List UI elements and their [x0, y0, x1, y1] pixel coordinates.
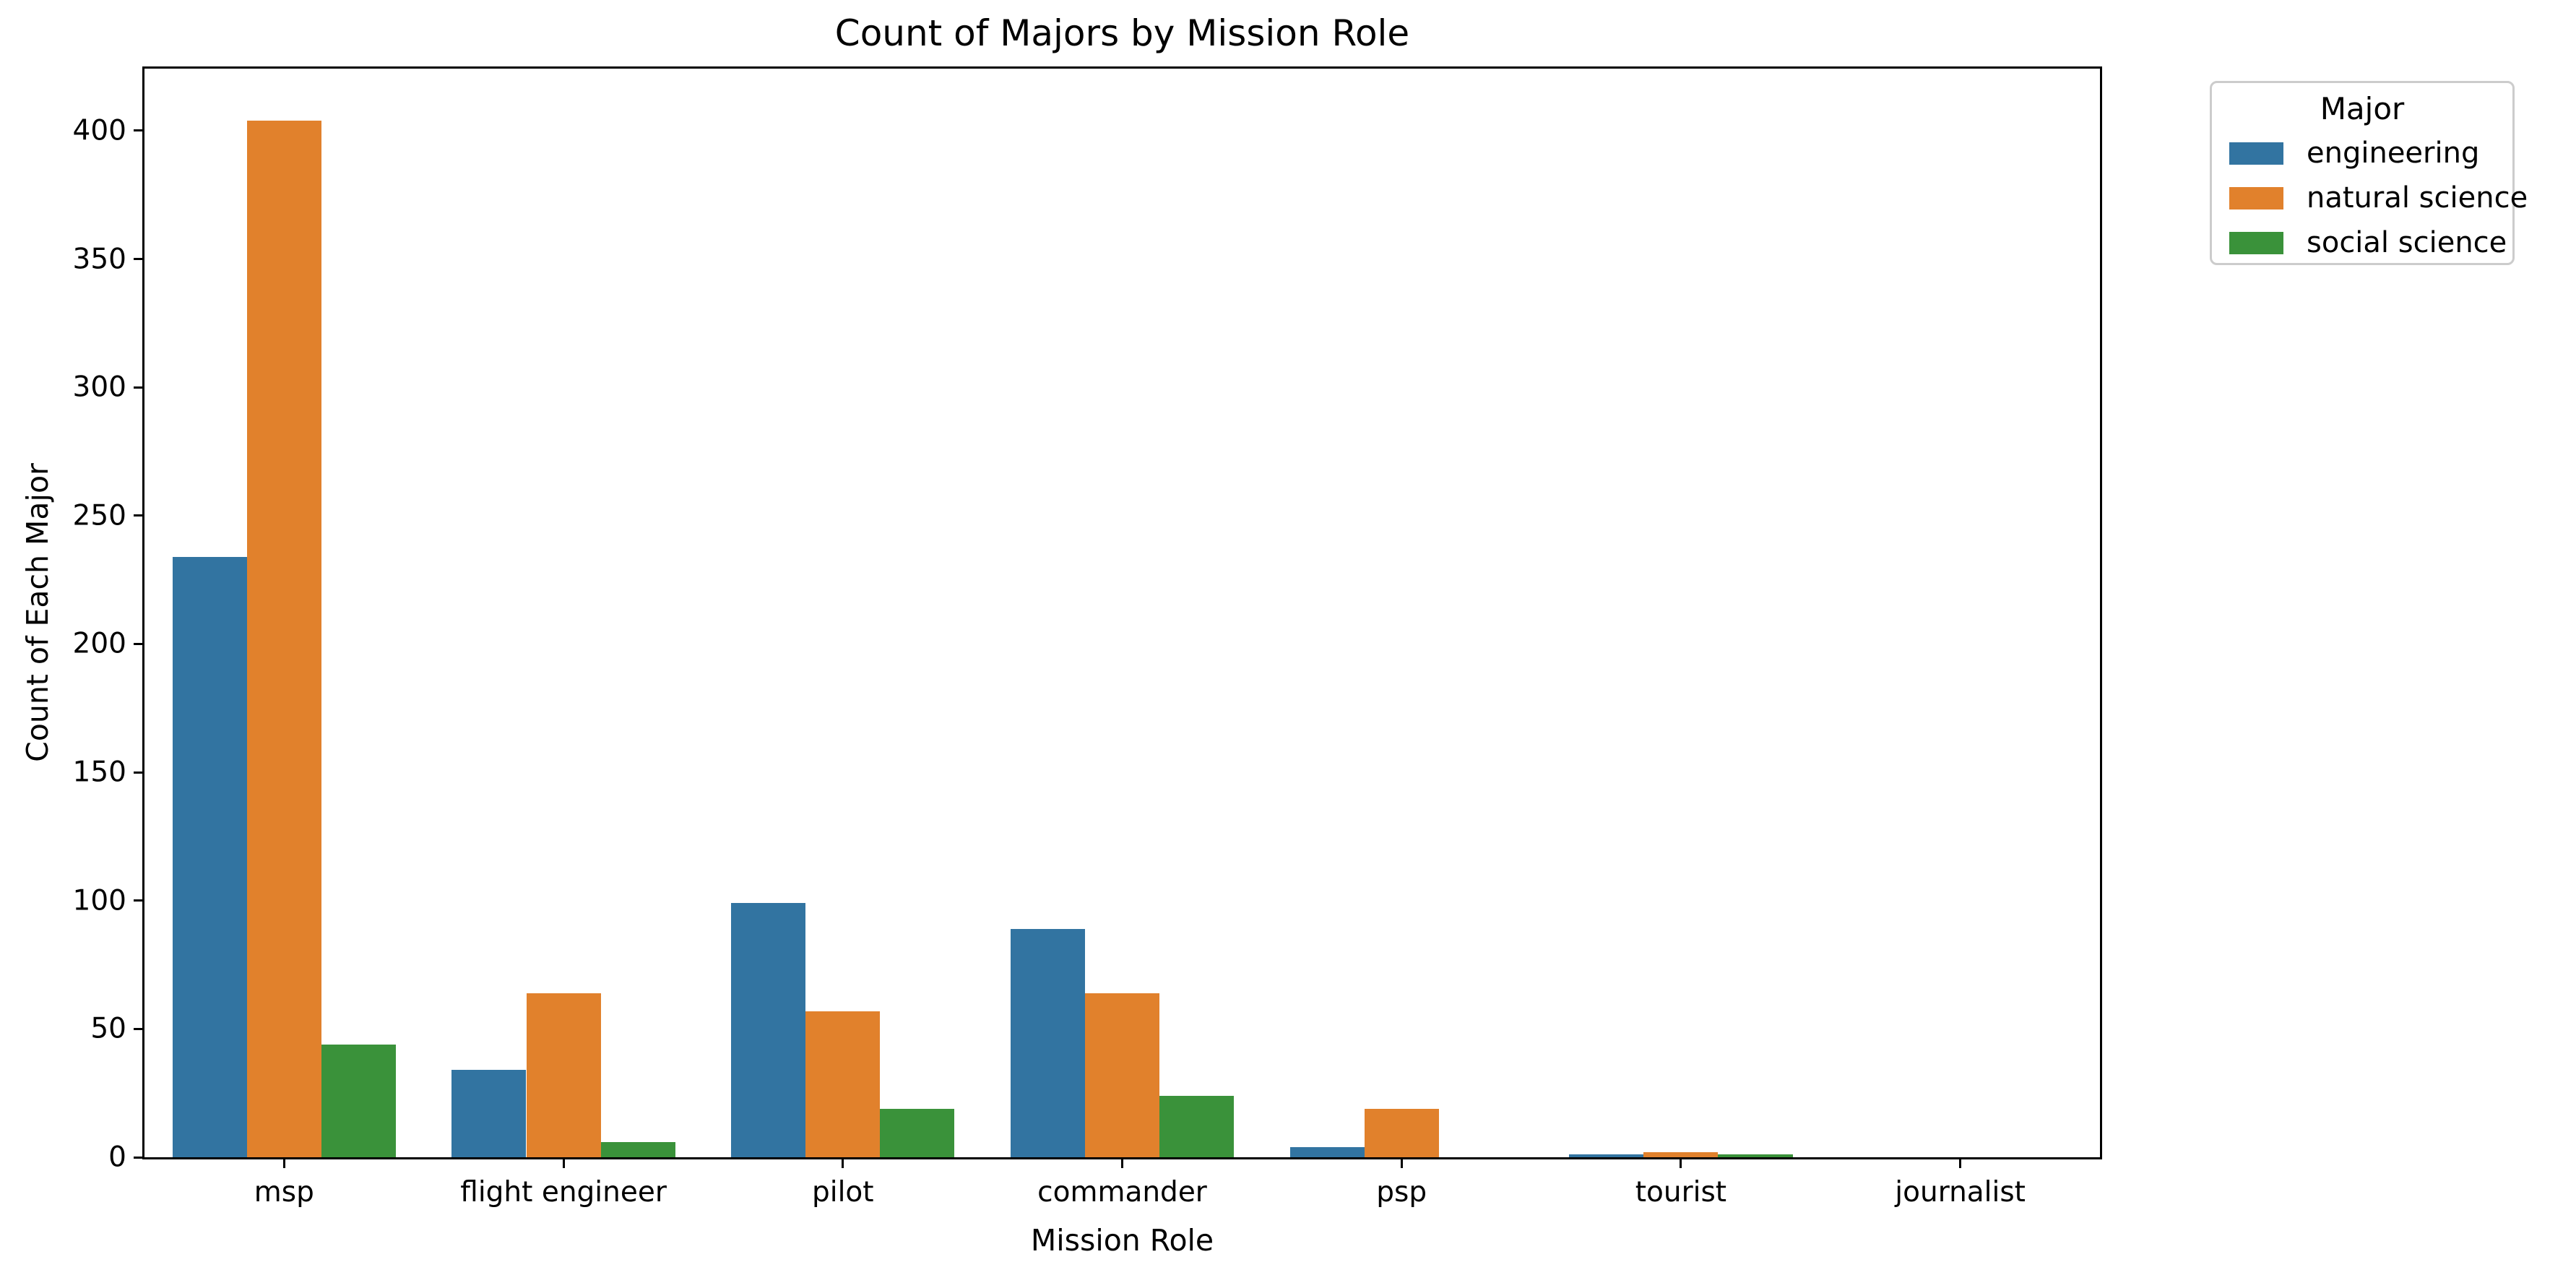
y-tick-label: 100	[72, 884, 126, 917]
legend-label-engineering: engineering	[2307, 137, 2480, 170]
chart-title: Count of Majors by Mission Role	[834, 12, 1410, 54]
y-tick-label: 150	[72, 756, 126, 789]
legend-item-natural-science: natural science	[2229, 180, 2528, 216]
bar-tourist-social-science	[1718, 1154, 1793, 1157]
bar-flight-engineer-social-science	[600, 1141, 675, 1157]
bar-msp-social-science	[321, 1044, 397, 1157]
y-tick-label: 300	[72, 371, 126, 404]
y-tick	[134, 642, 142, 645]
legend: Major engineering natural science social…	[2210, 81, 2528, 265]
x-tick-label: pilot	[811, 1176, 874, 1209]
y-tick-label: 0	[108, 1141, 126, 1174]
legend-title: Major	[2320, 91, 2405, 126]
bar-flight-engineer-engineering	[451, 1070, 527, 1157]
y-tick	[134, 1027, 142, 1030]
bar-pilot-engineering	[731, 903, 806, 1157]
y-tick-label: 200	[72, 627, 126, 660]
y-tick	[134, 771, 142, 774]
x-tick	[842, 1159, 844, 1168]
x-tick	[1680, 1159, 1682, 1168]
legend-item-engineering: engineering	[2229, 135, 2512, 171]
x-tick-label: tourist	[1635, 1176, 1727, 1209]
y-tick-label: 400	[72, 114, 126, 147]
x-tick-label: msp	[254, 1176, 314, 1209]
y-tick-label: 350	[72, 243, 126, 276]
y-axis-label: Count of Each Major	[20, 463, 55, 762]
legend-swatch-engineering-icon	[2229, 142, 2283, 165]
bar-commander-engineering	[1010, 928, 1085, 1157]
bar-tourist-natural-science	[1643, 1151, 1719, 1157]
legend-swatch-natural-science-icon	[2229, 186, 2283, 209]
legend-label-social-science: social science	[2307, 226, 2507, 260]
legend-swatch-social-science-icon	[2229, 231, 2283, 254]
x-tick	[1400, 1159, 1403, 1168]
plot-area: 0 50 100 150 200 250 300 350 400 msp flight engine…	[73, 66, 2102, 1209]
x-tick	[1959, 1159, 1962, 1168]
bar-commander-natural-science	[1084, 993, 1160, 1157]
x-tick	[282, 1159, 285, 1168]
bar-commander-social-science	[1159, 1095, 1235, 1157]
bar-tourist-engineering	[1569, 1154, 1644, 1157]
y-tick	[134, 386, 142, 389]
bar-psp-engineering	[1289, 1146, 1365, 1157]
y-tick	[134, 514, 142, 517]
legend-item-social-science: social science	[2229, 225, 2512, 261]
bar-pilot-social-science	[880, 1108, 955, 1157]
x-tick-label: psp	[1376, 1176, 1427, 1209]
bar-psp-natural-science	[1364, 1108, 1439, 1157]
y-tick	[134, 1156, 142, 1159]
y-tick-label: 50	[90, 1012, 126, 1045]
bar-flight-engineer-natural-science	[526, 993, 601, 1157]
bar-msp-engineering	[172, 556, 247, 1157]
x-tick	[562, 1159, 565, 1168]
legend-label-natural-science: natural science	[2307, 181, 2528, 215]
y-tick	[134, 899, 142, 902]
x-tick-label: journalist	[1895, 1176, 2026, 1209]
x-axis-label: Mission Role	[1030, 1223, 1214, 1258]
x-tick-label: commander	[1037, 1176, 1207, 1209]
bar-pilot-natural-science	[805, 1011, 881, 1157]
y-tick-label: 250	[72, 499, 126, 532]
y-tick	[134, 258, 142, 261]
x-tick-label: flight engineer	[460, 1176, 667, 1209]
bar-msp-natural-science	[246, 120, 321, 1157]
y-tick	[134, 129, 142, 132]
x-tick	[1121, 1159, 1123, 1168]
